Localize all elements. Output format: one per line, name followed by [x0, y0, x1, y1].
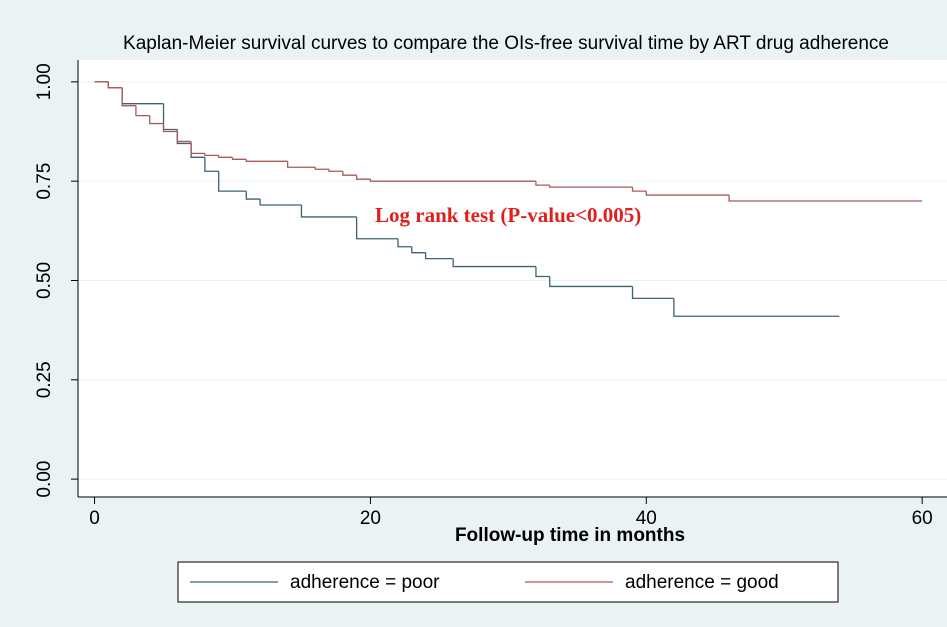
step-segment	[259, 199, 302, 206]
step-segment	[121, 87, 136, 107]
step-segment	[535, 266, 550, 278]
step-segment	[452, 258, 536, 268]
step-segment	[535, 181, 550, 186]
x-axis-label: Follow-up time in months	[455, 525, 685, 546]
step-segment	[549, 276, 633, 288]
legend	[177, 561, 839, 603]
step-segment	[218, 155, 233, 158]
legend-label: adherence = poor	[290, 572, 440, 593]
step-segment	[355, 216, 399, 240]
y-tick-label: 0.00	[34, 461, 55, 498]
annotation: Log rank test (P-value<0.005)	[375, 203, 641, 227]
x-tick-label: 20	[360, 508, 381, 529]
step-segment	[631, 286, 674, 300]
step-segment	[245, 191, 261, 200]
step-segment	[355, 175, 371, 180]
chart-title: Kaplan-Meier survival curves to compare …	[123, 33, 889, 54]
legend-label: adherence = good	[625, 572, 779, 593]
step-segment	[176, 131, 192, 143]
step-segment	[314, 167, 330, 170]
step-segment	[411, 246, 426, 254]
step-segment	[287, 161, 316, 168]
x-tick-label: 40	[636, 508, 657, 529]
x-tick-label: 0	[89, 508, 100, 529]
plot-area	[78, 60, 947, 497]
y-tick-label: 0.75	[34, 163, 55, 200]
x-tick-label: 60	[912, 508, 933, 529]
step-segment	[369, 179, 536, 182]
y-tick-label: 1.00	[34, 63, 55, 100]
step-segment	[300, 205, 357, 218]
step-segment	[107, 81, 123, 89]
step-segment	[190, 141, 205, 155]
step-segment	[645, 191, 730, 196]
y-tick-label: 0.50	[34, 262, 55, 299]
step-segment	[135, 105, 150, 117]
step-segment	[149, 115, 164, 125]
step-segment	[204, 153, 219, 156]
step-segment	[245, 159, 288, 162]
step-segment	[397, 238, 412, 248]
step-segment	[204, 157, 219, 172]
step-segment	[231, 157, 247, 160]
y-tick-label: 0.25	[34, 361, 55, 398]
step-segment	[328, 169, 343, 172]
step-segment	[549, 185, 633, 188]
step-segment	[673, 298, 840, 317]
step-segment	[728, 195, 923, 202]
step-segment	[162, 123, 178, 133]
step-segment	[424, 252, 454, 260]
step-segment	[218, 171, 247, 192]
step-segment	[342, 171, 357, 176]
step-segment	[631, 187, 647, 192]
